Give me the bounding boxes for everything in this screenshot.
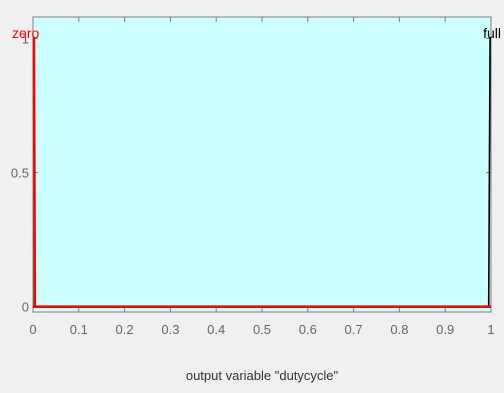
series-label-zero: zero	[12, 25, 39, 41]
series-label-full: full	[483, 25, 501, 41]
x-axis-label: output variable "dutycycle"	[186, 368, 339, 383]
series-line-zero	[32, 37, 491, 308]
x-tick-label: 0.8	[390, 322, 408, 337]
x-tick-label: 0.4	[207, 322, 225, 337]
ticks-layer: 0 0.1 0.2 0.3 0.4 0.5 0.6 0.7 0.8 0.9 1 0 0.5 1	[11, 17, 495, 337]
x-tick-label: 0.1	[70, 322, 88, 337]
y-tick-label: 0	[22, 300, 29, 315]
x-tick-label: 1	[487, 322, 494, 337]
x-tick-label: 0.7	[345, 322, 363, 337]
x-tick-label: 0	[29, 322, 36, 337]
x-tick-label: 0.6	[299, 322, 317, 337]
x-tick-label: 0.2	[116, 322, 134, 337]
x-tick-label: 0.5	[253, 322, 271, 337]
y-tick-label: 0.5	[11, 166, 29, 181]
series-layer	[32, 37, 491, 308]
plot-area	[32, 16, 492, 313]
x-tick-label: 0.9	[436, 322, 454, 337]
x-tick-label: 0.3	[161, 322, 179, 337]
y-tick-label: 1	[22, 31, 29, 46]
